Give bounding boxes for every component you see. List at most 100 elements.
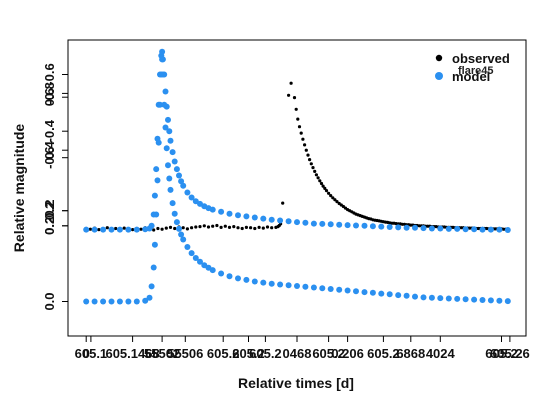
model-point-1-64	[437, 225, 444, 232]
model-point-2-23	[166, 175, 173, 182]
observed-point-0-41	[257, 225, 261, 229]
model-point-2-15	[157, 101, 163, 108]
model-point-2-13	[154, 177, 161, 184]
x-tick-label-12: 6868	[396, 346, 425, 361]
model-point-1-38	[218, 208, 225, 215]
observed-point-0-53	[294, 107, 298, 111]
model-point-1-49	[310, 220, 317, 227]
model-point-1-39	[226, 210, 233, 217]
model-point-1-67	[462, 226, 469, 233]
model-point-2-33	[192, 255, 199, 261]
model-point-2-61	[412, 293, 418, 300]
model-point-2-47	[294, 283, 300, 289]
model-point-2-22	[165, 162, 171, 169]
model-point-1-69	[479, 226, 486, 233]
observed-point-0-68	[319, 181, 324, 186]
x-axis-title: Relative times [d]	[238, 375, 354, 391]
model-point-1-70	[487, 226, 494, 233]
model-point-2-37	[209, 267, 216, 274]
model-point-2-31	[184, 244, 191, 250]
y-tick-label-6: -0.4	[42, 119, 57, 142]
observed-point-0-51	[289, 81, 293, 85]
y-tick-label-1: 0.2	[42, 217, 57, 235]
observed-point-0-57	[301, 137, 305, 141]
model-point-2-40	[235, 275, 241, 282]
x-tick-label-5: 605.2	[207, 346, 240, 361]
model-point-1-24	[167, 137, 174, 144]
model-point-2-21	[163, 145, 170, 152]
model-point-1-0	[83, 226, 90, 233]
model-point-2-62	[420, 294, 427, 301]
model-point-2-52	[336, 286, 343, 293]
model-point-2-41	[243, 276, 250, 283]
model-point-1-53	[344, 222, 351, 229]
x-tick-label-14: 605.2	[485, 346, 518, 361]
observed-point-0-76	[335, 200, 339, 204]
model-point-1-40	[235, 212, 241, 219]
y-tick-label-0: 0.0	[42, 292, 57, 310]
observed-point-0-72	[327, 191, 331, 195]
x-tick-label-15: 605.26	[490, 346, 530, 361]
model-point-1-65	[445, 225, 452, 232]
model-point-1-71	[496, 226, 503, 233]
model-point-2-39	[226, 273, 233, 280]
observed-point-0-35	[232, 225, 236, 229]
observed-point-0-33	[223, 224, 227, 228]
legend-model-label: model	[452, 69, 490, 84]
model-point-2-30	[180, 236, 187, 243]
model-point-1-43	[260, 215, 267, 222]
model-point-1-57	[378, 223, 385, 230]
model-point-2-26	[171, 210, 178, 217]
model-point-2-65	[445, 295, 452, 302]
model-point-2-18	[159, 71, 166, 78]
model-point-2-71	[496, 297, 503, 304]
observed-point-0-60	[306, 153, 310, 157]
model-point-1-51	[327, 221, 334, 228]
observed-point-0-37	[240, 226, 244, 231]
model-point-2-50	[319, 285, 326, 292]
model-point-2-54	[353, 288, 359, 295]
model-point-2-51	[327, 286, 334, 292]
x-tick-label-2: 605.1468	[105, 346, 159, 361]
y-axis-title: Relative magnitude	[11, 124, 27, 253]
model-point-2-24	[167, 186, 174, 193]
model-point-1-55	[361, 222, 368, 229]
observed-point-0-54	[296, 117, 300, 121]
observed-point-0-16	[152, 228, 156, 232]
model-point-2-68	[471, 296, 478, 303]
model-point-2-46	[285, 282, 292, 289]
model-point-1-44	[268, 216, 275, 223]
y-tick-label-2: 0.2	[42, 202, 57, 220]
model-point-1-3	[108, 226, 115, 233]
plot-frame	[67, 39, 527, 337]
observed-point-0-17	[156, 226, 160, 231]
observed-point-0-50	[287, 93, 291, 97]
observed-point-0-42	[261, 226, 265, 230]
model-point-1-37	[209, 206, 216, 213]
observed-point-0-56	[299, 131, 303, 135]
x-tick-label-0: 0	[83, 346, 90, 361]
model-point-1-60	[403, 224, 410, 231]
model-point-1-23	[166, 128, 173, 135]
model-point-2-2	[100, 298, 107, 305]
observed-point-0-36	[236, 226, 240, 230]
y-tick-label-5: -0.6	[42, 63, 57, 85]
observed-point-0-63	[311, 166, 315, 170]
observed-point-0-25	[190, 226, 194, 230]
model-point-1-59	[395, 224, 402, 231]
model-point-2-9	[148, 283, 155, 290]
model-point-2-57	[378, 290, 385, 297]
model-point-2-45	[277, 281, 284, 288]
x-tick-label-9: 605.2	[312, 346, 345, 361]
model-point-1-30	[180, 182, 187, 189]
y-tick-label-7: -0.2	[42, 199, 57, 221]
model-point-2-19	[161, 101, 168, 108]
observed-point-0-38	[244, 225, 248, 229]
x-tick-label-8: 0468	[283, 346, 312, 361]
model-point-2-25	[169, 200, 176, 207]
observed-point-0-73	[329, 194, 333, 198]
model-point-2-32	[188, 250, 195, 257]
observed-point-0-64	[313, 169, 317, 173]
model-point-1-62	[420, 225, 427, 232]
